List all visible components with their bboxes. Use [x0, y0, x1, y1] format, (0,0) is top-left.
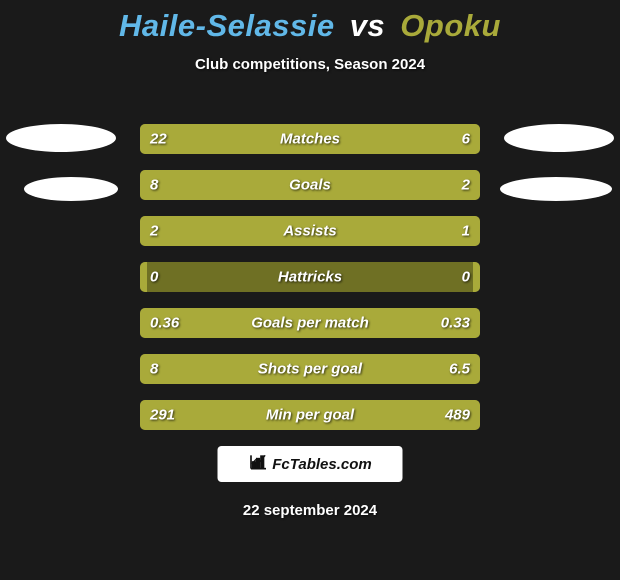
- player2-badge-top: [504, 124, 614, 152]
- comparison-bars: 22 6 Matches 8 2 Goals 2 1 Assists 0 0 Hattricks 0.3…: [140, 124, 480, 446]
- stat-value-right: 6: [462, 131, 470, 148]
- player1-badge-top: [6, 124, 116, 152]
- title-vs: vs: [350, 8, 385, 43]
- stat-bar: 8 6.5 Shots per goal: [140, 354, 480, 384]
- subtitle: Club competitions, Season 2024: [0, 56, 620, 73]
- stat-value-right: 1: [462, 223, 470, 240]
- stat-label: Shots per goal: [258, 361, 362, 378]
- stat-value-left: 8: [150, 361, 158, 378]
- stat-bar-left-segment: [140, 262, 147, 292]
- player2-name: Opoku: [400, 8, 501, 43]
- stat-value-right: 0: [462, 269, 470, 286]
- stat-value-left: 2: [150, 223, 158, 240]
- stat-value-right: 0.33: [441, 315, 470, 332]
- stat-value-right: 2: [462, 177, 470, 194]
- stat-value-left: 0.36: [150, 315, 179, 332]
- stat-bar-left-segment: [140, 170, 412, 200]
- stat-bar: 0.36 0.33 Goals per match: [140, 308, 480, 338]
- stat-label: Assists: [283, 223, 336, 240]
- stat-label: Min per goal: [266, 407, 354, 424]
- stat-bar-left-segment: [140, 124, 398, 154]
- comparison-title: Haile-Selassie vs Opoku: [0, 0, 620, 44]
- player1-name: Haile-Selassie: [119, 8, 335, 43]
- stat-bar: 2 1 Assists: [140, 216, 480, 246]
- stat-value-right: 6.5: [449, 361, 470, 378]
- stat-bar-right-segment: [473, 262, 480, 292]
- brand-text: FcTables.com: [272, 456, 371, 473]
- date-label: 22 september 2024: [243, 502, 377, 519]
- stat-value-left: 8: [150, 177, 158, 194]
- stat-label: Hattricks: [278, 269, 342, 286]
- stat-bar: 8 2 Goals: [140, 170, 480, 200]
- stat-value-left: 0: [150, 269, 158, 286]
- stat-value-left: 22: [150, 131, 167, 148]
- brand-badge: FcTables.com: [218, 446, 403, 482]
- brand-chart-icon: [248, 452, 268, 477]
- player2-badge-bottom: [500, 177, 612, 201]
- stat-value-right: 489: [445, 407, 470, 424]
- stat-bar: 22 6 Matches: [140, 124, 480, 154]
- player1-badge-bottom: [24, 177, 118, 201]
- stat-label: Goals: [289, 177, 331, 194]
- stat-bar: 0 0 Hattricks: [140, 262, 480, 292]
- stat-label: Goals per match: [251, 315, 369, 332]
- stat-label: Matches: [280, 131, 340, 148]
- stat-bar: 291 489 Min per goal: [140, 400, 480, 430]
- stat-value-left: 291: [150, 407, 175, 424]
